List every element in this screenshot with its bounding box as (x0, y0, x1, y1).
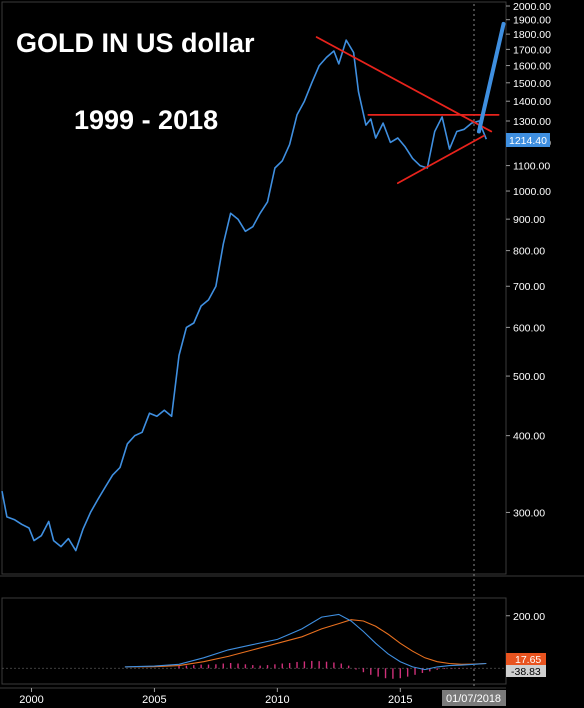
indicator-signal-line (124, 619, 487, 668)
y-tick-label: 1800.00 (513, 29, 551, 41)
y-tick-label: 1000.00 (513, 186, 551, 198)
indicator-y-tick-label: 200.00 (513, 611, 545, 623)
y-tick-label: 900.00 (513, 214, 545, 226)
y-tick-label: 500.00 (513, 371, 545, 383)
x-tick-label: 2015 (388, 694, 412, 706)
y-tick-label: 1400.00 (513, 96, 551, 108)
lower-trendline (396, 134, 485, 185)
x-tick-label: 2010 (265, 694, 289, 706)
indicator-value-a: 17.65 (515, 654, 541, 666)
x-axis: 2000 2005 2010 2015 (19, 688, 413, 706)
y-tick-label: 2000.00 (513, 1, 551, 13)
last-price-badge: 1214.40 (506, 133, 550, 147)
indicator-value-b: -38.83 (511, 666, 541, 678)
cursor-date-badge: 01/07/2018 (442, 690, 506, 706)
y-tick-label: 1600.00 (513, 61, 551, 73)
y-axis: 2000.00 1900.00 1800.00 1700.00 1600.00 1500.… (506, 1, 551, 519)
indicator-value-badges: 17.65 -38.83 (506, 653, 546, 678)
y-tick-label: 800.00 (513, 246, 545, 258)
chart-subtitle: 1999 - 2018 (74, 105, 218, 135)
y-tick-label: 1900.00 (513, 15, 551, 27)
indicator-plot (2, 613, 506, 679)
y-tick-label: 1300.00 (513, 116, 551, 128)
chart-title: GOLD IN US dollar (16, 28, 255, 58)
indicator-y-axis: 200.00 (506, 611, 545, 623)
indicator-macd-line (124, 613, 487, 671)
y-tick-label: 300.00 (513, 507, 545, 519)
projection-arrow (476, 21, 506, 134)
main-panel-frame (1, 1, 507, 575)
y-tick-label: 400.00 (513, 431, 545, 443)
x-tick-label: 2005 (142, 694, 166, 706)
y-tick-label: 700.00 (513, 281, 545, 293)
y-tick-label: 1500.00 (513, 78, 551, 90)
x-tick-label: 2000 (19, 694, 43, 706)
y-tick-label: 1700.00 (513, 44, 551, 56)
y-tick-label: 600.00 (513, 322, 545, 334)
cursor-date-label: 01/07/2018 (446, 693, 501, 705)
trend-annotations (315, 21, 506, 185)
gold-price-line (1, 39, 488, 552)
last-price-label: 1214.40 (509, 135, 547, 147)
y-tick-label: 1100.00 (513, 161, 550, 173)
